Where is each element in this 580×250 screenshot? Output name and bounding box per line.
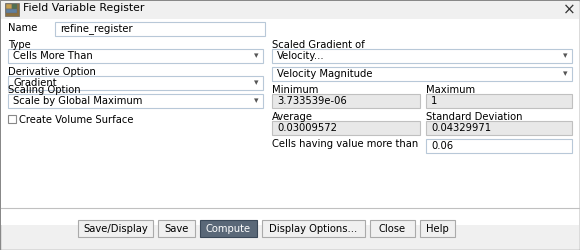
Text: 0.04329971: 0.04329971 <box>431 123 491 133</box>
Text: Derivative Option: Derivative Option <box>8 67 96 77</box>
Text: ×: × <box>563 2 575 18</box>
Text: Maximum: Maximum <box>426 85 475 95</box>
Text: ▾: ▾ <box>254 96 258 106</box>
Bar <box>8 115 16 123</box>
Text: ▾: ▾ <box>563 70 567 78</box>
Bar <box>272 49 572 63</box>
Text: 3.733539e-06: 3.733539e-06 <box>277 96 347 106</box>
Text: ▾: ▾ <box>563 52 567 60</box>
Text: Compute: Compute <box>206 224 251 234</box>
Text: Save: Save <box>164 224 188 234</box>
Bar <box>8 49 263 63</box>
Bar <box>5 3 19 16</box>
Text: ▾: ▾ <box>254 78 258 88</box>
Bar <box>8 94 263 108</box>
Bar <box>262 220 365 237</box>
Bar <box>420 220 455 237</box>
Bar <box>426 139 572 153</box>
Text: Average: Average <box>272 112 313 122</box>
Text: Cells having value more than: Cells having value more than <box>272 139 418 149</box>
Bar <box>6 9 17 13</box>
Bar <box>6 4 12 9</box>
Text: Gradient: Gradient <box>13 78 57 88</box>
Text: Save/Display: Save/Display <box>83 224 148 234</box>
Bar <box>1 19 579 225</box>
Bar <box>426 94 572 108</box>
Text: Standard Deviation: Standard Deviation <box>426 112 523 122</box>
Bar <box>200 220 257 237</box>
Text: Name: Name <box>8 23 37 33</box>
Text: Field Variable Register: Field Variable Register <box>23 3 144 13</box>
Text: refine_register: refine_register <box>60 24 133 34</box>
Bar <box>78 220 153 237</box>
Bar <box>272 94 420 108</box>
Bar <box>272 121 420 135</box>
Text: Close: Close <box>379 224 406 234</box>
Text: Help: Help <box>426 224 449 234</box>
Text: 1: 1 <box>431 96 437 106</box>
Text: ▾: ▾ <box>254 52 258 60</box>
Text: Create Volume Surface: Create Volume Surface <box>19 115 133 125</box>
Bar <box>1 1 579 19</box>
Text: Type: Type <box>8 40 31 50</box>
Text: 0.03009572: 0.03009572 <box>277 123 337 133</box>
Bar <box>272 67 572 81</box>
Bar <box>158 220 195 237</box>
Text: Velocity Magnitude: Velocity Magnitude <box>277 69 372 79</box>
Bar <box>370 220 415 237</box>
Text: Scaling Option: Scaling Option <box>8 85 81 95</box>
Bar <box>55 22 265 36</box>
Text: Minimum: Minimum <box>272 85 318 95</box>
Text: Display Options...: Display Options... <box>269 224 358 234</box>
Text: Scaled Gradient of: Scaled Gradient of <box>272 40 365 50</box>
Text: 0.06: 0.06 <box>431 141 453 151</box>
Bar <box>8 76 263 90</box>
Text: Cells More Than: Cells More Than <box>13 51 93 61</box>
Bar <box>426 121 572 135</box>
Text: Scale by Global Maximum: Scale by Global Maximum <box>13 96 142 106</box>
Text: Velocity...: Velocity... <box>277 51 325 61</box>
Bar <box>12 4 17 9</box>
